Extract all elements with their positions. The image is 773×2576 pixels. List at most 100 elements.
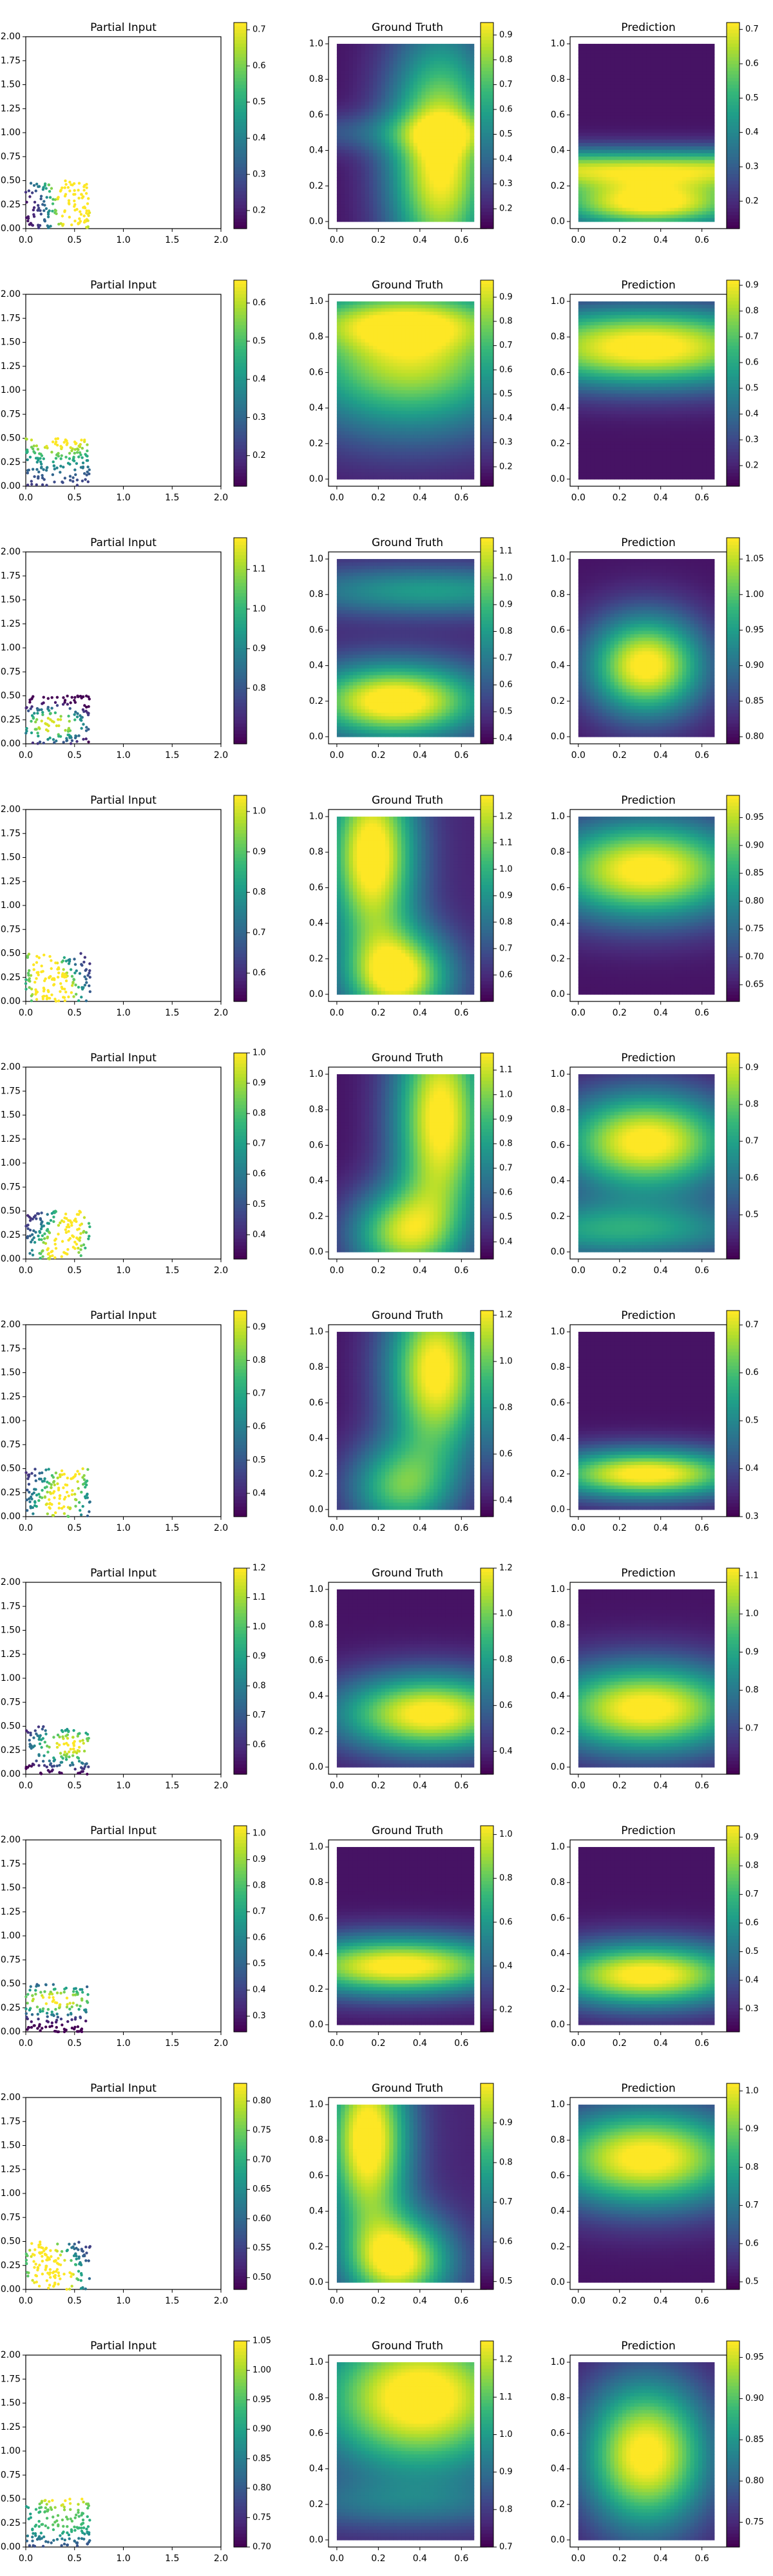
- heatmap-cell: [606, 167, 611, 171]
- heatmap-cell: [626, 133, 631, 137]
- heatmap-cell: [381, 129, 386, 133]
- heatmap-cell: [410, 150, 414, 154]
- heatmap-cell: [590, 112, 595, 116]
- heatmap-cell: [442, 61, 446, 65]
- heatmap-cell: [462, 184, 466, 188]
- heatmap-cell: [622, 75, 627, 79]
- heatmap-cell: [462, 208, 466, 212]
- heatmap-cell: [651, 140, 655, 144]
- heatmap-cell: [466, 204, 470, 208]
- heatmap-cell: [414, 150, 418, 154]
- heatmap-cell: [602, 187, 607, 191]
- heatmap-cell: [610, 75, 615, 79]
- partial-scatter-point: [43, 209, 45, 212]
- heatmap-cell: [622, 218, 627, 222]
- heatmap-cell: [357, 122, 361, 126]
- heatmap-cell: [618, 211, 623, 215]
- heatmap-cell: [357, 99, 361, 102]
- colorbar-segment: [234, 53, 247, 57]
- heatmap-cell: [638, 54, 643, 58]
- heatmap-cell: [373, 57, 377, 61]
- heatmap-cell: [630, 122, 635, 126]
- heatmap-cell: [349, 112, 354, 116]
- heatmap-cell: [651, 122, 655, 126]
- heatmap-cell: [437, 88, 442, 92]
- heatmap-cell: [394, 180, 398, 184]
- heatmap-cell: [450, 91, 454, 95]
- heatmap-cell: [430, 106, 434, 109]
- heatmap-cell: [458, 211, 463, 215]
- heatmap-cell: [598, 150, 603, 154]
- heatmap-cell: [401, 160, 406, 164]
- heatmap-cell: [658, 91, 663, 95]
- heatmap-cell: [434, 91, 438, 95]
- heatmap-cell: [578, 64, 583, 68]
- heatmap-cell: [462, 211, 466, 215]
- heatmap-cell: [590, 140, 595, 144]
- heatmap-cell: [602, 109, 607, 113]
- heatmap-cell: [602, 184, 607, 188]
- heatmap-cell: [414, 174, 418, 178]
- heatmap-cell: [466, 194, 470, 198]
- heatmap-cell: [373, 115, 377, 119]
- heatmap-cell: [638, 201, 643, 205]
- heatmap-cell: [349, 164, 354, 167]
- heatmap-cell: [651, 150, 655, 154]
- heatmap-cell: [373, 85, 377, 89]
- heatmap-cell: [397, 177, 402, 181]
- heatmap-cell: [373, 187, 377, 191]
- heatmap-cell: [630, 85, 635, 89]
- heatmap-cell: [654, 180, 659, 184]
- partial-scatter-point: [61, 224, 64, 227]
- heatmap-cell: [357, 160, 361, 164]
- heatmap-cell: [622, 177, 627, 181]
- heatmap-cell: [410, 112, 414, 116]
- heatmap-cell: [622, 44, 627, 48]
- colorbar-segment: [234, 46, 247, 50]
- heatmap-cell: [377, 64, 381, 68]
- heatmap-cell: [602, 71, 607, 75]
- colorbar-tick-label: 0.2: [499, 204, 513, 214]
- heatmap-cell: [610, 201, 615, 205]
- heatmap-cell: [635, 201, 639, 205]
- heatmap-cell: [437, 57, 442, 61]
- heatmap-cell: [615, 174, 619, 178]
- heatmap-cell: [450, 214, 454, 218]
- heatmap-cell: [385, 126, 390, 129]
- heatmap-cell: [385, 51, 390, 55]
- heatmap-cell: [385, 64, 390, 68]
- heatmap-cell: [373, 126, 377, 129]
- heatmap-cell: [442, 146, 446, 150]
- heatmap-cell: [646, 136, 651, 140]
- heatmap-cell: [470, 99, 474, 102]
- heatmap-cell: [651, 119, 655, 123]
- heatmap-cell: [578, 201, 583, 205]
- heatmap-cell: [578, 167, 583, 171]
- heatmap-cell: [622, 68, 627, 71]
- heatmap-cell: [450, 102, 454, 106]
- colorbar-segment: [481, 160, 493, 164]
- heatmap-cell: [385, 177, 390, 181]
- colorbar-segment: [234, 156, 247, 160]
- heatmap-cell: [615, 156, 619, 160]
- heatmap-cell: [598, 194, 603, 198]
- heatmap-cell: [595, 126, 599, 129]
- colorbar-segment: [481, 218, 493, 222]
- heatmap-cell: [405, 115, 410, 119]
- heatmap-cell: [414, 88, 418, 92]
- heatmap-cell: [337, 160, 341, 164]
- heatmap-cell: [414, 167, 418, 171]
- heatmap-cell: [434, 170, 438, 174]
- heatmap-cell: [646, 106, 651, 109]
- heatmap-cell: [417, 211, 422, 215]
- heatmap-cell: [606, 129, 611, 133]
- heatmap-cell: [430, 129, 434, 133]
- heatmap-cell: [578, 177, 583, 181]
- heatmap-cell: [595, 61, 599, 65]
- partial-scatter-point: [57, 196, 59, 198]
- heatmap-cell: [434, 51, 438, 55]
- heatmap-cell: [385, 99, 390, 102]
- heatmap-cell: [602, 194, 607, 198]
- heatmap-cell: [442, 81, 446, 85]
- colorbar-segment: [481, 115, 493, 119]
